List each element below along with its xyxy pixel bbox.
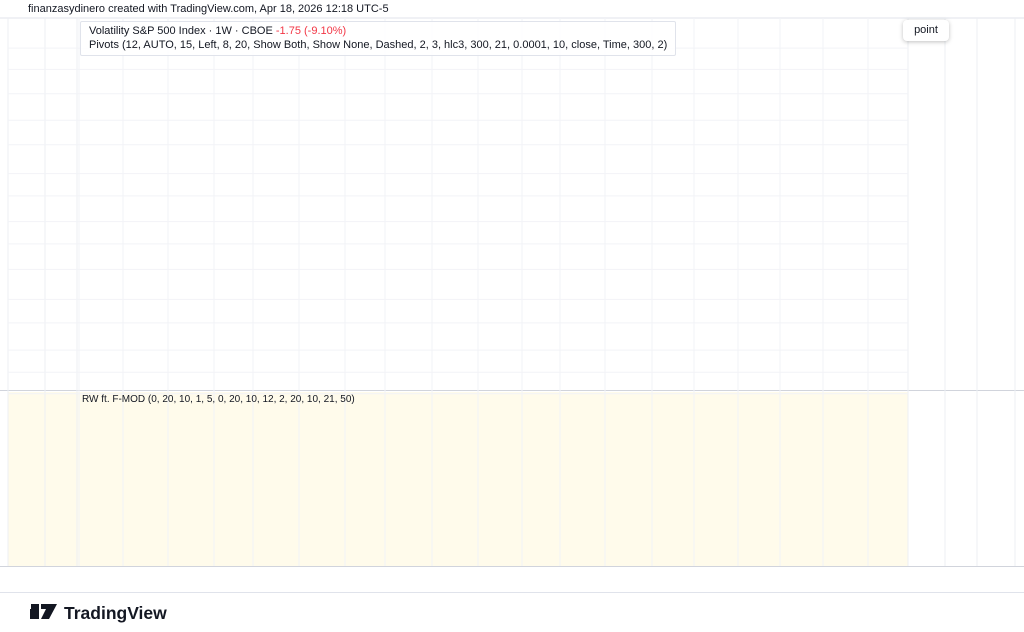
indicator-name: RW ft. F-MOD (0, 20, 10, 1, 5, 0, 20, 10… — [82, 394, 355, 405]
symbol-legend[interactable]: Volatility S&P 500 Index · 1W · CBOE -1.… — [80, 21, 677, 56]
indicator-legend[interactable]: RW ft. F-MOD (0, 20, 10, 1, 5, 0, 20, 10… — [82, 394, 363, 405]
unit-point-badge[interactable]: point — [903, 20, 949, 41]
brand-wordmark: TradingView — [64, 603, 167, 623]
pivots-settings: Pivots (12, AUTO, 15, Left, 8, 20, Show … — [89, 39, 668, 51]
change-readout: -1.75 (-9.10%) — [275, 25, 347, 37]
ohlc-readout: Volatility S&P 500 Index · 1W · CBOE -1.… — [89, 24, 667, 38]
credit-line: finanzasydinero created with TradingView… — [28, 3, 389, 15]
symbol-title: Volatility S&P 500 Index · 1W · CBOE — [89, 25, 273, 37]
tradingview-logo[interactable] — [28, 602, 60, 626]
footer-bar: TradingView — [0, 594, 1024, 632]
